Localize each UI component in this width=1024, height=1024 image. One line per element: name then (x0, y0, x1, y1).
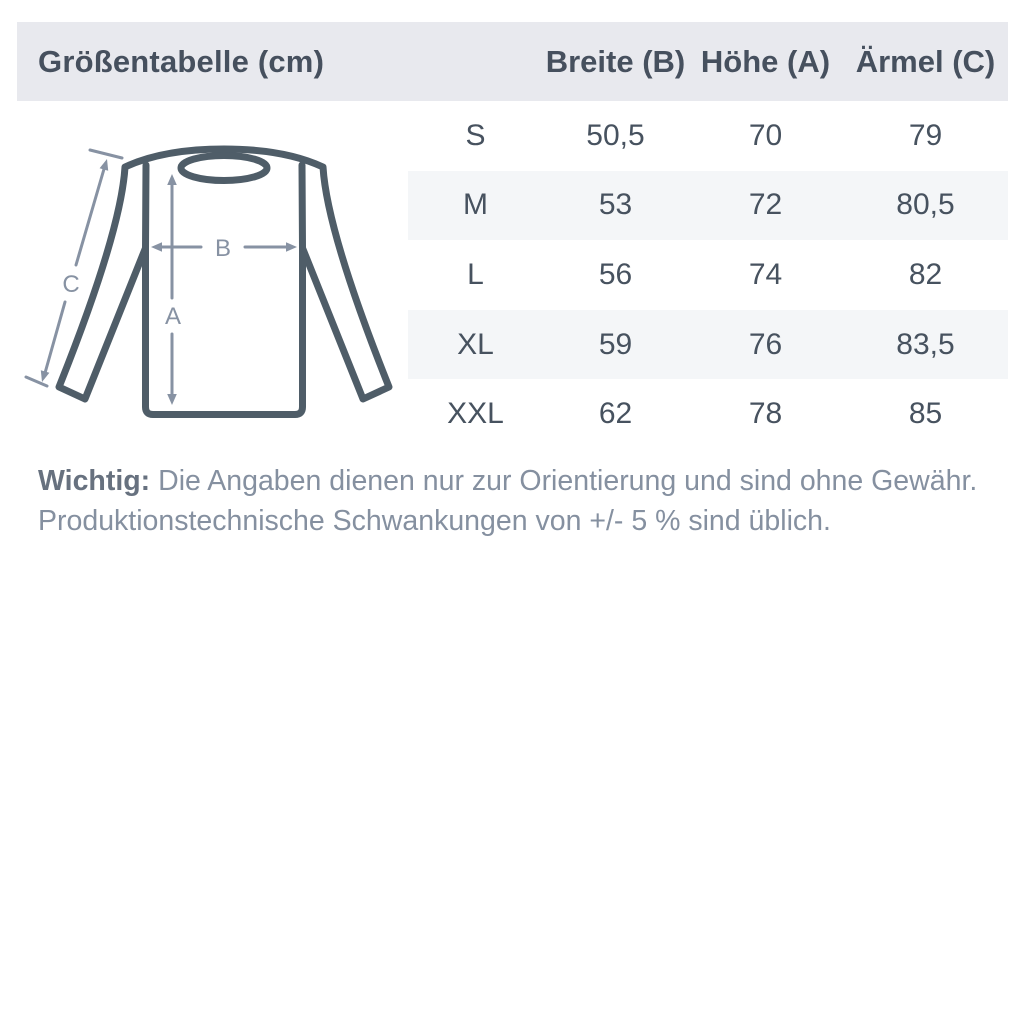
disclaimer-note: Wichtig: Die Angaben dienen nur zur Orien… (38, 461, 977, 541)
table-row-s: S 50,5 70 79 (408, 101, 1008, 171)
column-header-aermel: Ärmel (C) (855, 43, 996, 79)
table-row-xxl: XXL 62 78 85 (408, 379, 1008, 449)
breite-cell: 59 (598, 327, 633, 361)
sleeve-measure-tick-top (88, 148, 124, 160)
disclaimer-line-2: Produktionstechnische Schwankungen von +… (38, 505, 831, 537)
breite-cell: 62 (598, 397, 633, 431)
page-title: Größentabelle (cm) (38, 43, 325, 79)
aermel-cell: 80,5 (896, 188, 955, 222)
breite-cell: 53 (598, 188, 633, 222)
aermel-cell: 83,5 (896, 327, 955, 361)
aermel-cell: 82 (908, 257, 943, 291)
column-header-hoehe: Höhe (A) (700, 43, 831, 79)
measure-arrow-lines (24, 148, 290, 398)
column-header-size (408, 22, 543, 101)
size-cell: L (467, 257, 484, 291)
sleeve-arrowhead-bottom (40, 370, 50, 382)
height-arrowhead-bottom (167, 394, 177, 405)
measure-arrowheads (40, 159, 297, 405)
sleeve-measure-tick-bottom (24, 375, 49, 388)
hoehe-cell: 74 (748, 257, 783, 291)
height-arrowhead-top (167, 174, 177, 185)
width-arrowhead-right (286, 242, 297, 252)
right-side-seam (298, 161, 306, 252)
left-side-seam (142, 161, 150, 252)
width-arrowhead-left (151, 242, 162, 252)
size-table: S 50,5 70 79 M 53 72 80,5 L 56 74 82 XL … (408, 101, 1008, 449)
column-headers: Breite (B) Höhe (A) Ärmel (C) (408, 22, 1008, 101)
hoehe-cell: 72 (748, 188, 783, 222)
aermel-cell: 85 (908, 397, 943, 431)
aermel-cell: 79 (908, 118, 943, 152)
sweater-measurement-diagram: C B A (24, 145, 393, 418)
sleeve-measure-line-bottom (43, 300, 67, 375)
disclaimer-text-1: Die Angaben dienen nur zur Orientierung … (158, 465, 978, 497)
size-cell: M (463, 188, 488, 222)
sweater-outline (55, 145, 393, 418)
collar (177, 152, 271, 184)
hoehe-cell: 70 (748, 118, 783, 152)
sleeve-arrowhead-top (99, 159, 109, 171)
table-row-m: M 53 72 80,5 (408, 170, 1008, 241)
size-cell: XXL (447, 397, 504, 431)
width-measure-label: B (215, 235, 231, 262)
table-header-bar: Größentabelle (cm) (17, 22, 1008, 101)
sleeve-measure-label: C (62, 271, 79, 298)
size-cell: XL (457, 327, 494, 361)
disclaimer-line-1: Wichtig: Die Angaben dienen nur zur Orien… (38, 461, 977, 501)
sleeve-measure-line-top (74, 167, 106, 267)
height-measure-label: A (165, 303, 181, 330)
breite-cell: 56 (598, 257, 633, 291)
disclaimer-label: Wichtig: (38, 465, 151, 497)
hoehe-cell: 78 (748, 397, 783, 431)
table-row-xl: XL 59 76 83,5 (408, 309, 1008, 380)
column-header-breite: Breite (B) (545, 43, 686, 79)
size-cell: S (465, 118, 486, 152)
hoehe-cell: 76 (748, 327, 783, 361)
table-row-l: L 56 74 82 (408, 240, 1008, 310)
breite-cell: 50,5 (586, 118, 645, 152)
